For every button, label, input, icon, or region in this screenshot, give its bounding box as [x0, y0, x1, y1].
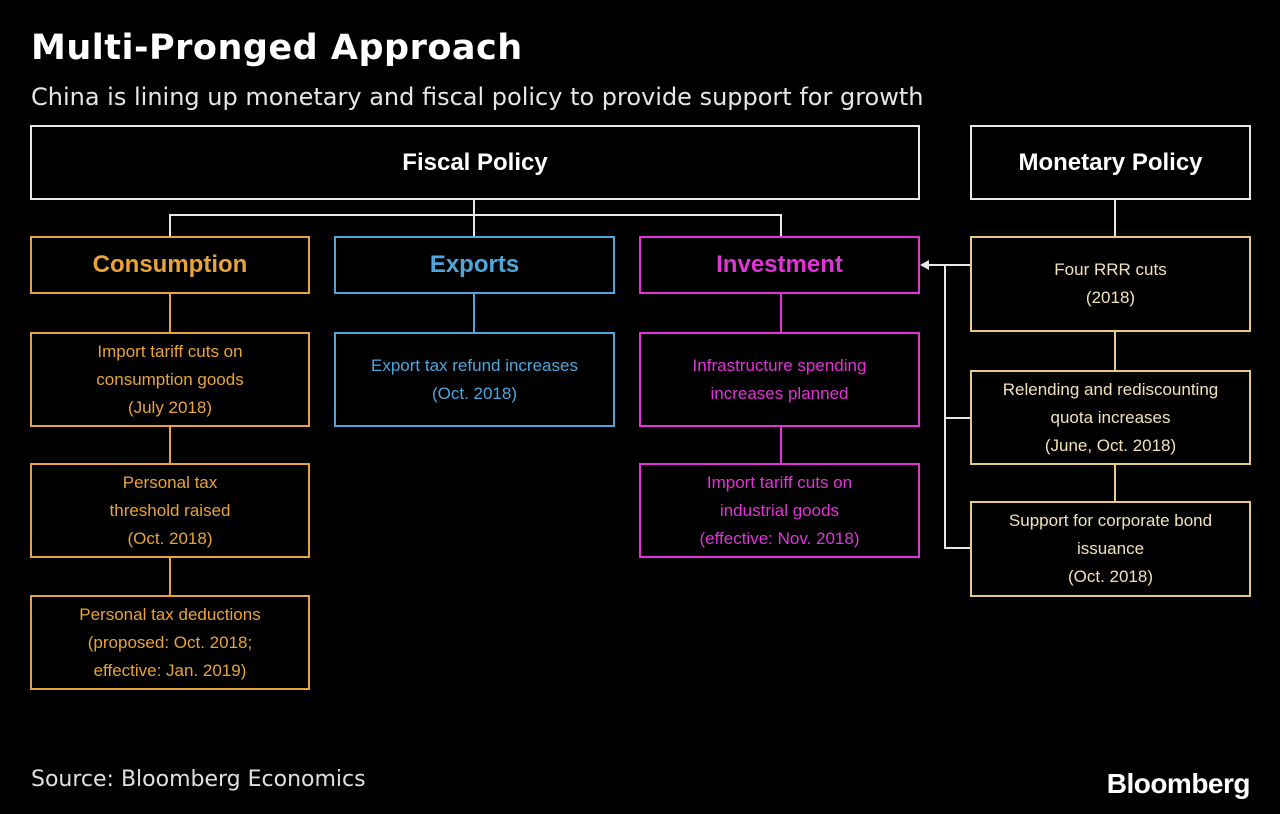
source-note: Source: Bloomberg Economics — [31, 767, 366, 792]
connector-investment-2 — [780, 426, 782, 464]
consumption-box: Consumption — [30, 236, 310, 294]
connector-monetary-feed-1 — [928, 264, 971, 266]
connector-monetary-feed-vertical — [944, 264, 946, 549]
node-line: Support for corporate bond — [1008, 511, 1213, 530]
connector-monetary-feed-3 — [944, 547, 971, 549]
investment-box: Investment — [639, 236, 920, 294]
node-line: (July 2018) — [127, 397, 213, 417]
node-line: quota increases — [1050, 407, 1171, 427]
node-line: Import tariff cuts on — [706, 472, 853, 492]
node-line: (Oct. 2018) — [1067, 567, 1154, 586]
exports-box: Exports — [334, 236, 615, 294]
node-line: Relending and rediscounting — [1002, 379, 1219, 399]
node-line: (proposed: Oct. 2018; — [87, 632, 253, 652]
arrow-left-icon — [920, 260, 929, 270]
investment-item-import-tariff: Import tariff cuts on industrial goods (… — [639, 463, 920, 558]
bloomberg-logo: Bloomberg — [1106, 768, 1251, 799]
monetary-item-rrr-cuts: Four RRR cuts (2018) — [970, 236, 1251, 332]
node-line: Four RRR cuts — [1054, 260, 1167, 279]
consumption-label: Consumption — [92, 251, 248, 278]
connector-consumption-3 — [169, 557, 171, 596]
chart-title: Multi-Pronged Approach — [31, 28, 523, 68]
fiscal-policy-box: Fiscal Policy — [30, 125, 920, 200]
node-line: (2018) — [1085, 288, 1136, 307]
connector-investment-1 — [780, 293, 782, 333]
monetary-item-relending: Relending and rediscounting quota increa… — [970, 370, 1251, 465]
connector-exports-1 — [473, 293, 475, 333]
investment-item-infrastructure: Infrastructure spending increases planne… — [639, 332, 920, 427]
connector-consumption-1 — [169, 293, 171, 333]
connector-consumption-2 — [169, 426, 171, 464]
consumption-item-import-tariff: Import tariff cuts on consumption goods … — [30, 332, 310, 427]
node-line: Import tariff cuts on — [97, 341, 243, 361]
fiscal-policy-label: Fiscal Policy — [402, 148, 548, 176]
exports-item-tax-refund: Export tax refund increases (Oct. 2018) — [334, 332, 615, 427]
node-line: consumption goods — [96, 369, 244, 389]
node-line: (June, Oct. 2018) — [1044, 435, 1177, 455]
consumption-item-tax-deductions: Personal tax deductions (proposed: Oct. … — [30, 595, 310, 690]
connector-to-investment — [780, 214, 782, 237]
node-line: Personal tax — [122, 472, 218, 492]
node-line: Export tax refund increases — [371, 355, 578, 375]
node-line: (Oct. 2018) — [431, 383, 518, 403]
connector-monetary-stem — [1114, 199, 1116, 237]
monetary-policy-label: Monetary Policy — [1018, 148, 1203, 176]
consumption-item-tax-threshold: Personal tax threshold raised (Oct. 2018… — [30, 463, 310, 558]
node-line: issuance — [1076, 539, 1145, 558]
connector-monetary-1 — [1114, 331, 1116, 371]
node-line: (Oct. 2018) — [127, 528, 213, 548]
connector-to-exports — [473, 214, 475, 237]
connector-fiscal-stem — [473, 199, 475, 215]
node-line: industrial goods — [719, 500, 840, 520]
node-line: effective: Jan. 2019) — [93, 660, 247, 680]
connector-monetary-2 — [1114, 464, 1116, 502]
chart-subtitle: China is lining up monetary and fiscal p… — [31, 83, 924, 111]
connector-to-consumption — [169, 214, 171, 237]
node-line: Infrastructure spending — [692, 355, 867, 375]
monetary-item-corporate-bond: Support for corporate bond issuance (Oct… — [970, 501, 1251, 597]
connector-fiscal-bar — [169, 214, 782, 216]
exports-label: Exports — [429, 251, 520, 278]
node-line: threshold raised — [109, 500, 231, 520]
monetary-policy-box: Monetary Policy — [970, 125, 1251, 200]
investment-label: Investment — [716, 251, 843, 278]
connector-monetary-feed-2 — [944, 417, 971, 419]
node-line: Personal tax deductions — [79, 604, 261, 624]
node-line: (effective: Nov. 2018) — [699, 528, 860, 548]
node-line: increases planned — [710, 383, 849, 403]
